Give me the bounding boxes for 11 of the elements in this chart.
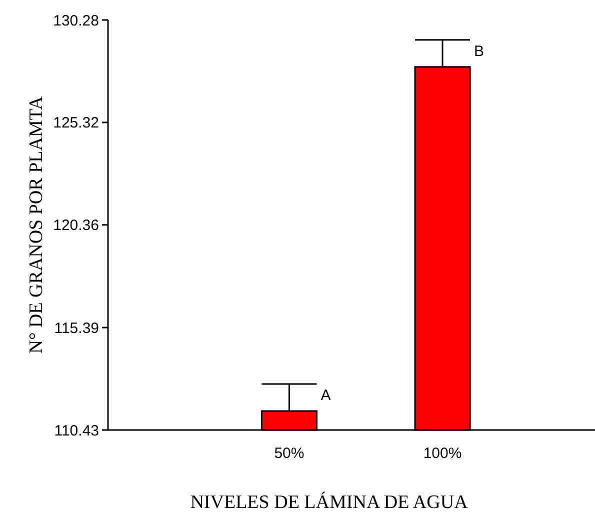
y-tick-label: 120.36 bbox=[53, 217, 99, 234]
y-tick-label: 115.39 bbox=[54, 320, 99, 337]
y-axis-title: N° DE GRANOS POR PLAMTA bbox=[26, 96, 47, 354]
annotation: B bbox=[474, 42, 484, 60]
y-tick-label: 110.43 bbox=[54, 422, 99, 440]
x-tick-label: 50% bbox=[274, 445, 304, 462]
x-axis-title: NIVELES DE LÁMINA DE AGUA bbox=[190, 491, 468, 513]
y-tick-label: 130.28 bbox=[53, 12, 99, 30]
y-tick-label: 125.32 bbox=[53, 114, 99, 132]
x-tick-label: 100% bbox=[423, 445, 462, 462]
annotation: A bbox=[320, 386, 331, 404]
